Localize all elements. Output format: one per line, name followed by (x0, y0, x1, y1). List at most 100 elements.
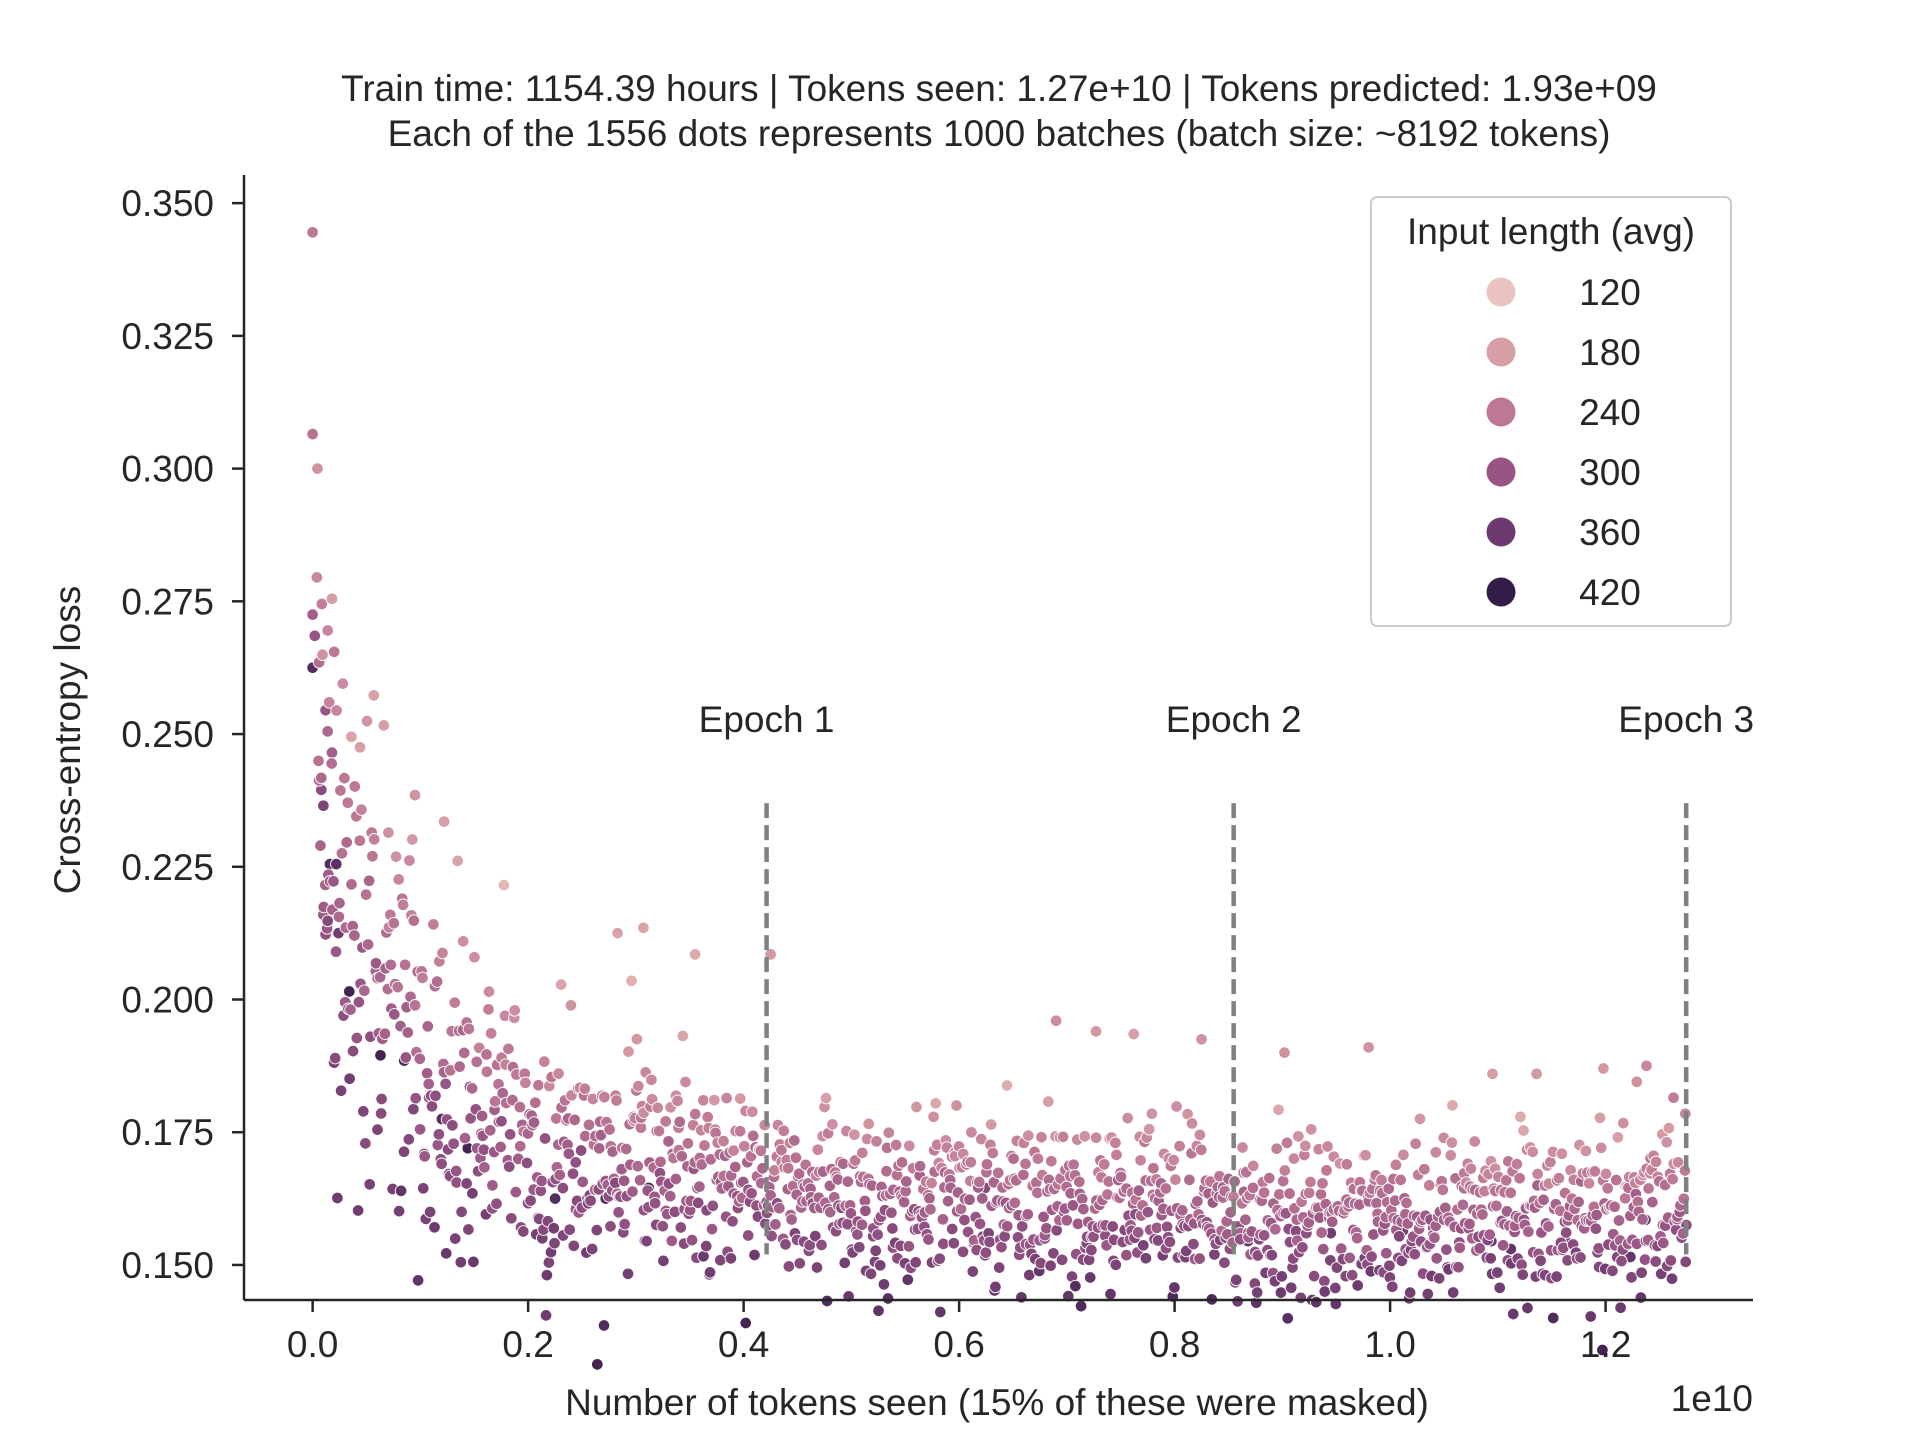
data-point (439, 1247, 453, 1260)
data-point (826, 1118, 839, 1131)
data-point (1304, 1175, 1317, 1189)
data-point (308, 629, 322, 643)
data-point (933, 1252, 946, 1265)
y-tick-label: 0.300 (121, 449, 214, 490)
data-point (343, 1072, 356, 1085)
data-point (1666, 1172, 1679, 1186)
data-point (1147, 1161, 1160, 1175)
data-point (391, 980, 404, 994)
data-point (632, 1079, 645, 1093)
data-point (495, 1114, 508, 1128)
data-point (423, 1205, 437, 1219)
data-point (1590, 1208, 1603, 1222)
data-point (1278, 1046, 1291, 1059)
data-point (688, 948, 702, 961)
data-point (1608, 1200, 1621, 1214)
data-point (675, 1149, 689, 1163)
data-point (1513, 1171, 1526, 1185)
data-point (468, 950, 481, 964)
data-point (681, 1137, 695, 1150)
data-point (345, 730, 358, 743)
data-point (1610, 1173, 1623, 1187)
data-point (1582, 1177, 1596, 1190)
data-point (328, 1051, 342, 1065)
data-point (366, 849, 379, 863)
y-tick-label: 0.175 (121, 1112, 214, 1153)
data-point (1050, 1224, 1063, 1237)
data-point (869, 1244, 882, 1257)
data-point (548, 1236, 561, 1250)
data-point (688, 1107, 702, 1121)
data-point (769, 1218, 782, 1231)
data-point (1194, 1143, 1208, 1157)
data-point (371, 1123, 384, 1136)
data-point (1504, 1186, 1517, 1200)
data-point (1614, 1301, 1627, 1314)
data-point (1269, 1223, 1282, 1236)
data-point (566, 1167, 580, 1180)
data-point (662, 1135, 675, 1148)
data-point (590, 1223, 604, 1237)
data-point (490, 1197, 503, 1210)
data-point (327, 645, 341, 659)
data-point (361, 938, 375, 951)
data-point (1134, 1154, 1147, 1167)
data-point (1047, 1247, 1060, 1260)
data-point (462, 1022, 476, 1036)
data-point (699, 1239, 713, 1253)
data-point (1386, 1280, 1399, 1293)
data-point (1017, 1168, 1030, 1182)
data-point (889, 1138, 903, 1152)
data-point (367, 689, 381, 702)
data-point (1552, 1171, 1566, 1185)
data-point (312, 754, 325, 768)
data-point (1484, 1252, 1497, 1265)
data-point (1280, 1136, 1294, 1150)
data-point (965, 1126, 978, 1139)
data-point (1121, 1111, 1134, 1125)
data-point (470, 1055, 483, 1069)
data-point (1109, 1258, 1123, 1272)
data-point (979, 1246, 993, 1259)
data-point (321, 725, 334, 738)
data-point (520, 1156, 534, 1170)
data-point (1325, 1215, 1339, 1229)
data-point (1236, 1141, 1249, 1154)
data-point (517, 1225, 530, 1238)
data-point (453, 1060, 466, 1073)
data-point (1649, 1155, 1663, 1169)
data-point (378, 1027, 392, 1040)
data-point (992, 1261, 1006, 1274)
data-point (1679, 1255, 1692, 1269)
data-point (1389, 1158, 1403, 1172)
data-point (630, 1032, 644, 1046)
data-point (1193, 1128, 1207, 1142)
data-point (394, 1184, 408, 1198)
data-point (724, 1252, 738, 1265)
data-point (352, 995, 366, 1009)
data-point (422, 1077, 435, 1091)
data-point (964, 1155, 978, 1169)
data-point (1408, 1247, 1421, 1261)
y-tick-label: 0.150 (121, 1245, 214, 1286)
data-point (392, 1204, 406, 1218)
data-point (631, 1159, 644, 1173)
data-point (1077, 1202, 1090, 1216)
data-point (1640, 1059, 1653, 1073)
data-point (855, 1218, 869, 1231)
data-point (727, 1144, 740, 1157)
data-point (1636, 1213, 1649, 1226)
data-point (1546, 1311, 1560, 1325)
data-point (925, 1176, 938, 1190)
data-point (901, 1273, 915, 1286)
data-point (1630, 1075, 1644, 1089)
data-point (1601, 1182, 1614, 1195)
data-point (1055, 1253, 1069, 1267)
data-point (1397, 1148, 1410, 1162)
data-point (1008, 1196, 1022, 1210)
data-point (1287, 1152, 1301, 1165)
data-point (956, 1245, 970, 1259)
legend: Input length (avg) 120 180 240 300 360 420 (1370, 196, 1732, 627)
data-point (556, 1181, 570, 1195)
y-axis-label: Cross-entropy loss (47, 586, 88, 894)
